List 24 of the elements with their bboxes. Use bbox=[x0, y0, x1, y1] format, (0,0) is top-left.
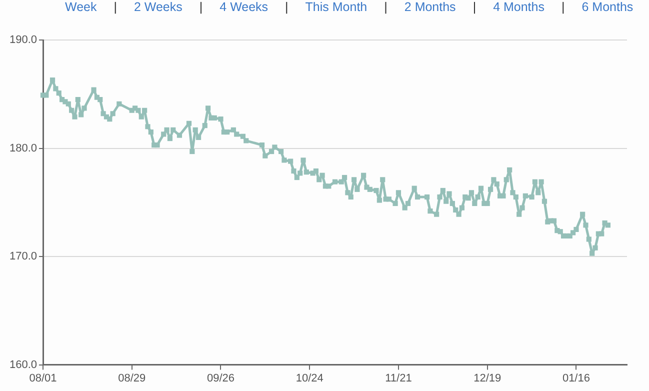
text: | bbox=[561, 0, 565, 14]
x-tick-label: 10/24 bbox=[296, 372, 324, 384]
x-tick-label: 01/16 bbox=[562, 372, 590, 384]
text: | bbox=[384, 0, 388, 14]
text: 2 Weeks bbox=[134, 0, 182, 14]
y-tick-label: 190.0 bbox=[9, 34, 37, 46]
text: | bbox=[285, 0, 288, 14]
x-tick-label: 12/19 bbox=[474, 372, 502, 384]
x-tick-label: 09/26 bbox=[206, 372, 235, 384]
y-tick-label: 180.0 bbox=[9, 142, 37, 154]
text: Week bbox=[65, 0, 97, 14]
text: 6 Months bbox=[582, 0, 634, 14]
text: | bbox=[472, 0, 476, 14]
x-tick-label: 08/01 bbox=[29, 372, 57, 384]
text: | bbox=[199, 0, 203, 14]
text: 4 Weeks bbox=[220, 0, 268, 14]
text: 2 Months bbox=[404, 0, 456, 14]
x-tick-label: 08/29 bbox=[118, 372, 146, 384]
y-tick-label: 170.0 bbox=[9, 250, 37, 263]
text: | bbox=[114, 0, 117, 14]
text: 4 Months bbox=[493, 0, 544, 14]
text: This Month bbox=[305, 0, 368, 14]
x-tick-label: 11/21 bbox=[385, 372, 412, 384]
y-tick-label: 160.0 bbox=[9, 358, 37, 371]
